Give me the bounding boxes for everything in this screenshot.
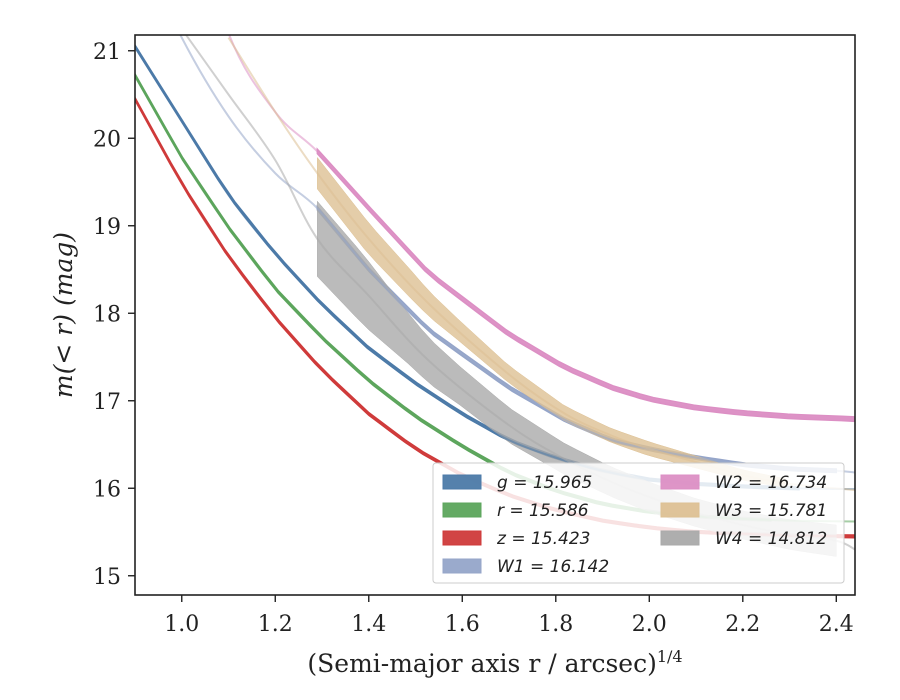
x-axis-label: (Semi-major axis r / arcsec)1/4 <box>307 647 682 678</box>
legend-swatch-z <box>442 530 482 546</box>
x-tick-label: 2.0 <box>632 612 667 637</box>
x-tick-label: 2.2 <box>725 612 760 637</box>
x-axis-ticks: 1.0 1.2 1.4 1.6 1.8 2.0 2.2 2.4 <box>164 595 854 637</box>
y-tick-label: 15 <box>93 565 121 590</box>
x-tick-label: 2.4 <box>819 612 854 637</box>
series-r-line <box>135 74 855 523</box>
y-axis-label: m(< r) (mag) <box>49 232 78 398</box>
y-tick-label: 17 <box>93 390 121 415</box>
legend-label-r: r = 15.586 <box>497 501 589 521</box>
legend: g = 15.965 r = 15.586 z = 15.423 W1 = 16.14… <box>432 462 845 584</box>
legend-swatch-w3 <box>660 502 700 518</box>
y-axis-ticks: 15 16 17 18 19 20 21 <box>93 40 135 590</box>
legend-swatch-w1 <box>442 558 482 574</box>
x-axis-label-main: (Semi-major axis r / arcsec) <box>307 649 656 678</box>
legend-swatch-w4 <box>660 530 700 546</box>
legend-swatch-g <box>442 474 482 490</box>
legend-box <box>432 462 845 584</box>
legend-swatch-r <box>442 502 482 518</box>
legend-label-w2: W2 = 16.734 <box>715 473 827 493</box>
legend-label-z: z = 15.423 <box>496 529 590 549</box>
series-g-band <box>135 43 800 491</box>
y-tick-label: 18 <box>93 302 121 327</box>
x-tick-label: 1.8 <box>538 612 573 637</box>
x-tick-label: 1.0 <box>164 612 199 637</box>
plot-frame <box>134 34 856 596</box>
x-tick-label: 1.2 <box>258 612 293 637</box>
y-tick-label: 19 <box>93 215 121 240</box>
legend-swatch-w2 <box>660 474 700 490</box>
legend-label-w4: W4 = 14.812 <box>715 529 827 549</box>
series-w2-band <box>316 147 855 423</box>
y-tick-label: 16 <box>93 477 121 502</box>
x-axis-label-superscript: 1/4 <box>657 647 683 666</box>
y-tick-label: 21 <box>93 40 121 65</box>
x-tick-label: 1.6 <box>445 612 480 637</box>
legend-label-w3: W3 = 15.781 <box>715 501 827 521</box>
series-w2-line <box>228 35 855 421</box>
x-tick-label: 1.4 <box>351 612 386 637</box>
y-tick-label: 20 <box>93 127 121 152</box>
legend-label-w1: W1 = 16.142 <box>497 557 609 577</box>
legend-label-g: g = 15.965 <box>497 473 592 493</box>
